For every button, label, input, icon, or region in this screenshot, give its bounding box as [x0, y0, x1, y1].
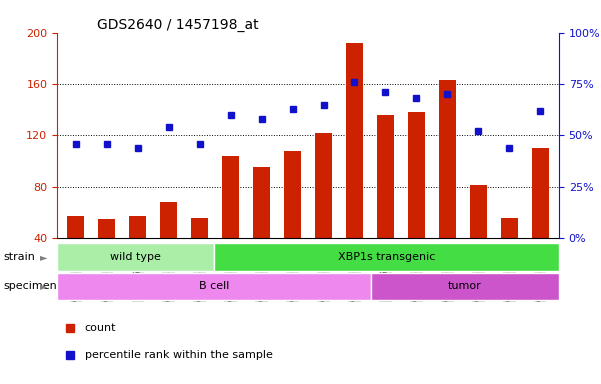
- Bar: [501, 217, 518, 290]
- Bar: [346, 43, 363, 290]
- Bar: [222, 156, 239, 290]
- Bar: [57, 273, 371, 300]
- Text: percentile rank within the sample: percentile rank within the sample: [85, 349, 273, 360]
- Text: B cell: B cell: [199, 281, 229, 291]
- Bar: [532, 148, 549, 290]
- Text: specimen: specimen: [3, 281, 56, 291]
- Bar: [439, 80, 456, 290]
- Text: tumor: tumor: [448, 281, 482, 291]
- Bar: [129, 216, 146, 290]
- Bar: [160, 202, 177, 290]
- Text: ►: ►: [40, 252, 47, 262]
- Bar: [214, 243, 559, 271]
- Bar: [408, 112, 425, 290]
- Text: wild type: wild type: [110, 252, 161, 262]
- Bar: [57, 243, 214, 271]
- Text: GDS2640 / 1457198_at: GDS2640 / 1457198_at: [97, 18, 259, 31]
- Bar: [470, 185, 487, 290]
- Bar: [191, 217, 208, 290]
- Bar: [253, 167, 270, 290]
- Text: XBP1s transgenic: XBP1s transgenic: [338, 252, 435, 262]
- Bar: [98, 219, 115, 290]
- Bar: [377, 115, 394, 290]
- Bar: [284, 151, 301, 290]
- Text: strain: strain: [3, 252, 35, 262]
- Bar: [371, 273, 559, 300]
- Text: ►: ►: [40, 281, 47, 291]
- Bar: [67, 216, 84, 290]
- Bar: [315, 133, 332, 290]
- Text: count: count: [85, 323, 116, 333]
